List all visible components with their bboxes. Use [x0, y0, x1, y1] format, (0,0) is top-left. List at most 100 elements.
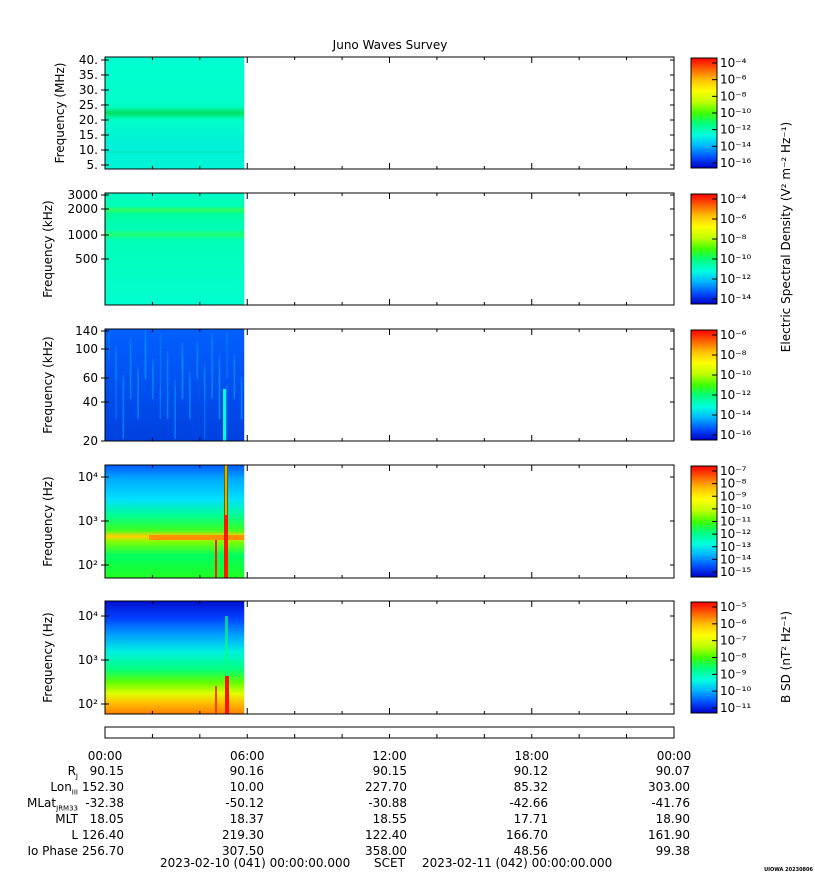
- y-tick-label: 30.: [79, 83, 98, 97]
- colorbar-tick-label: 10⁻⁸: [720, 651, 747, 665]
- ephemeris-value: -42.66: [509, 796, 548, 810]
- colorbar-tick-label: 10⁻¹¹: [720, 701, 751, 715]
- chart-title: Juno Waves Survey: [332, 38, 448, 52]
- colorbar: [690, 329, 718, 441]
- ephemeris-value: 358.00: [365, 844, 407, 858]
- colorbar-tick-label: 10⁻¹²: [720, 527, 751, 541]
- panel-4: 10⁴ 10³ 10² Frequency (Hz) 10⁻⁷10⁻⁸10⁻⁹10⁻¹⁰…: [41, 464, 751, 579]
- y-tick-label: 10²: [78, 697, 98, 711]
- emission-spike: [225, 465, 227, 515]
- y-tick-label: 60: [83, 371, 98, 385]
- emission-streak: [226, 331, 228, 379]
- ephemeris-value: 90.07: [655, 764, 690, 778]
- spectrogram-data: [105, 57, 245, 169]
- emission-streak: [181, 343, 183, 399]
- colorbar-tick-label: 10⁻⁷: [720, 634, 747, 648]
- emission-spike: [215, 686, 217, 714]
- colorbar-tick-label: 10⁻¹⁴: [720, 292, 751, 306]
- emission-streak: [174, 380, 176, 439]
- colorbar-tick-label: 10⁻⁸: [720, 348, 747, 362]
- y-tick-label: 10³: [78, 514, 98, 528]
- y-tick-label: 40: [83, 395, 98, 409]
- emission-streak: [115, 352, 117, 419]
- colorbar-tick-label: 10⁻¹²: [720, 123, 751, 137]
- ephemeris-value: -30.88: [368, 796, 407, 810]
- colorbar: [690, 193, 718, 305]
- colorbar-tick-label: 10⁻¹⁶: [720, 428, 751, 442]
- emission-streak: [159, 388, 161, 419]
- emission-streak: [226, 385, 228, 439]
- y-tick-label: 10⁴: [78, 609, 98, 623]
- ephemeris-value: 10.00: [229, 780, 264, 794]
- emission-streak: [211, 333, 213, 399]
- y-tick-label: 25.: [79, 98, 98, 112]
- emission-streak: [204, 370, 206, 439]
- emission-streak: [166, 351, 169, 419]
- ephemeris-label: MLT: [55, 812, 78, 826]
- emission-streak: [233, 354, 235, 399]
- colorbar-tick-label: 10⁻⁹: [720, 489, 747, 503]
- colorbar-tick-label: 10⁻⁶: [720, 212, 747, 226]
- emission-streak: [137, 367, 139, 419]
- y-axis-label: Frequency (MHz): [53, 63, 67, 164]
- emission-streak: [108, 329, 110, 359]
- ephemeris-value: -32.38: [85, 796, 124, 810]
- spectrogram-band: [105, 151, 245, 153]
- colorbar-tick-label: 10⁻¹⁴: [720, 408, 751, 422]
- colorbar-tick-label: 10⁻⁴: [720, 56, 747, 70]
- emission-streak: [218, 356, 220, 419]
- emission-streak: [203, 364, 206, 399]
- ephemeris-value: 85.32: [513, 780, 548, 794]
- colorbar-tick-label: 10⁻⁸: [720, 477, 747, 491]
- y-tick-label: 5.: [87, 158, 98, 172]
- colorbar-tick-label: 10⁻⁸: [720, 232, 747, 246]
- scet-label: SCET: [374, 856, 405, 870]
- ephemeris-value: 166.70: [506, 828, 548, 842]
- y-tick-label: 15.: [79, 128, 98, 142]
- emission-spike: [215, 540, 217, 578]
- colorbar-tick-label: 10⁻¹⁰: [720, 684, 751, 698]
- y-axis-label: Frequency (kHz): [41, 336, 55, 433]
- y-axis-label: Frequency (kHz): [41, 200, 55, 297]
- ephemeris-value: 18.37: [229, 812, 264, 826]
- ephemeris-value: 161.90: [648, 828, 690, 842]
- colorbar-tick-label: 10⁻¹⁶: [720, 156, 751, 170]
- emission-spike: [225, 676, 229, 714]
- magnetic-colorbar-label: B SD (nT² Hz⁻¹): [779, 610, 794, 704]
- ephemeris-value: 18.55: [372, 812, 407, 826]
- ephemeris-value: 48.56: [513, 844, 548, 858]
- ephemeris-label: L: [71, 828, 78, 842]
- colorbar-tick-label: 10⁻⁶: [720, 617, 747, 631]
- emission-streak: [189, 372, 191, 419]
- emission-streak: [240, 377, 243, 419]
- y-tick-label: 10.: [79, 143, 98, 157]
- ephemeris-value: 18.05: [89, 812, 124, 826]
- spectrogram-data: [105, 465, 245, 578]
- y-tick-label: 10³: [78, 653, 98, 667]
- y-tick-label: 10⁴: [78, 470, 98, 484]
- y-tick-label: 20.: [79, 113, 98, 127]
- time-tick-label: 00:00: [88, 749, 123, 763]
- y-tick-label: 1000: [67, 228, 98, 242]
- electric-colorbar-label: Electric Spectral Density (V² m⁻² Hz⁻¹): [779, 121, 794, 353]
- colorbar-tick-label: 10⁻¹⁴: [720, 139, 751, 153]
- ephemeris-value: 90.16: [229, 764, 264, 778]
- time-range-start: 2023-02-10 (041) 00:00:00.000: [160, 856, 351, 870]
- credit-stamp: UIOWA 20230806: [764, 867, 813, 873]
- emission-feature: [223, 389, 226, 441]
- emission-streak: [129, 338, 132, 399]
- emission-streak: [122, 375, 124, 439]
- panel-5: 10⁴ 10³ 10² Frequency (Hz) 10⁻⁵ 10⁻⁶ 10⁻⁷ 10⁻⁸ 1…: [41, 600, 751, 715]
- ephemeris-value: 126.40: [82, 828, 124, 842]
- time-range-end: 2023-02-11 (042) 00:00:00.000: [422, 856, 613, 870]
- panel-1: 40.35.30.25.20.15.10.5. Frequency (MHz) 10…: [53, 53, 751, 172]
- ephemeris-value: 152.30: [82, 780, 124, 794]
- colorbar-tick-label: 10⁻¹²: [720, 272, 751, 286]
- ephemeris-label-subscript: III: [71, 788, 78, 797]
- y-tick-label: 20: [83, 434, 98, 448]
- ephemeris-label: RJ: [67, 764, 78, 781]
- panel-3: 140 100 60 40 20 Frequency (kHz) 10⁻⁶ 10⁻⁸ 10⁻¹⁰…: [41, 324, 751, 448]
- ephemeris-label-subscript: J: [75, 772, 78, 781]
